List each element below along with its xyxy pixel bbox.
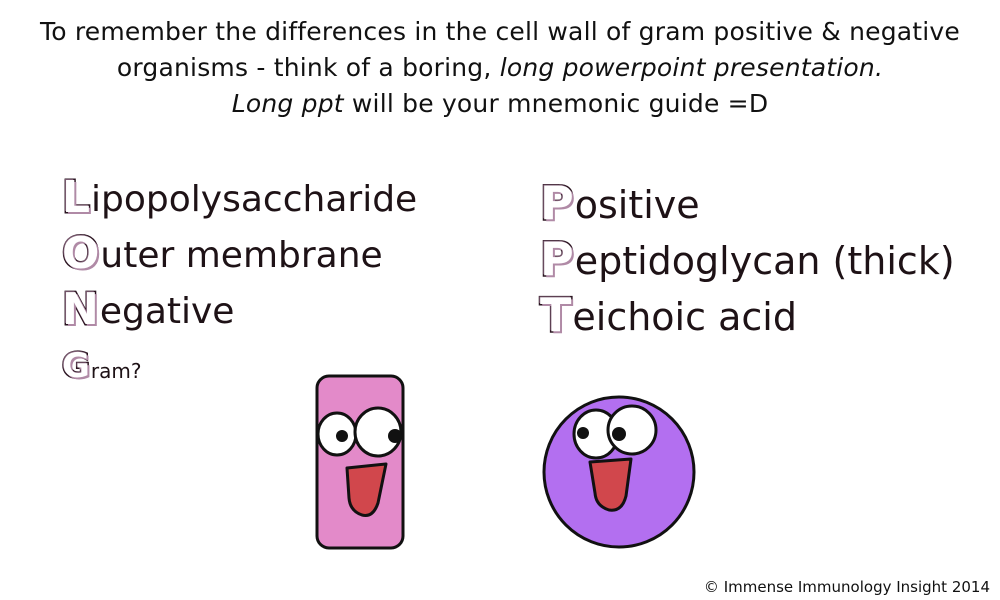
rod-right-pupil	[388, 429, 402, 443]
mnemonic-letter: L	[60, 172, 91, 223]
mnemonic-text: ositive	[574, 183, 700, 227]
mnemonic-text: ram?	[90, 359, 142, 383]
rod-left-pupil	[336, 430, 348, 442]
intro-line-2-italic: long powerpoint presentation.	[499, 53, 884, 82]
coccus-right-eye	[606, 404, 658, 456]
mnemonic-text: eichoic acid	[572, 295, 797, 339]
mnemonic-text: egative	[99, 291, 235, 332]
mnemonic-letter: P	[539, 176, 576, 230]
intro-line-3-plain: will be your mnemonic guide =D	[343, 89, 769, 118]
intro-line-2: organisms - think of a boring, long powe…	[0, 50, 1000, 86]
mnemonic-letter: O	[60, 228, 100, 279]
mnemonic-letter: T	[538, 288, 572, 342]
rod-body	[315, 374, 405, 550]
coccus-mouth	[588, 457, 633, 512]
mnemonic-text: uter membrane	[100, 235, 383, 276]
mnemonic-letter: N	[61, 284, 101, 335]
rod-bacterium-character	[315, 374, 405, 550]
intro-line-2-plain: organisms - think of a boring,	[116, 53, 500, 82]
mnemonic-text: eptidoglycan (thick)	[574, 239, 955, 283]
mnemonic-letter: P	[539, 232, 576, 286]
rod-right-eye	[353, 406, 403, 458]
intro-line-1: To remember the differences in the cell …	[39, 17, 961, 46]
rod-mouth	[345, 462, 388, 517]
intro-line-3-italic: Long ppt	[231, 89, 344, 118]
coccus-right-pupil	[612, 427, 626, 441]
intro-text: To remember the differences in the cell …	[0, 14, 1000, 122]
coccus-bacterium-character	[542, 395, 696, 549]
copyright-text: © Immense Immunology Insight 2014	[703, 578, 990, 596]
mnemonic-text: ipopolysaccharide	[91, 179, 418, 220]
coccus-left-pupil	[577, 427, 589, 439]
mnemonic-letter: G	[61, 345, 92, 388]
intro-line-3: Long ppt will be your mnemonic guide =D	[0, 86, 1000, 122]
